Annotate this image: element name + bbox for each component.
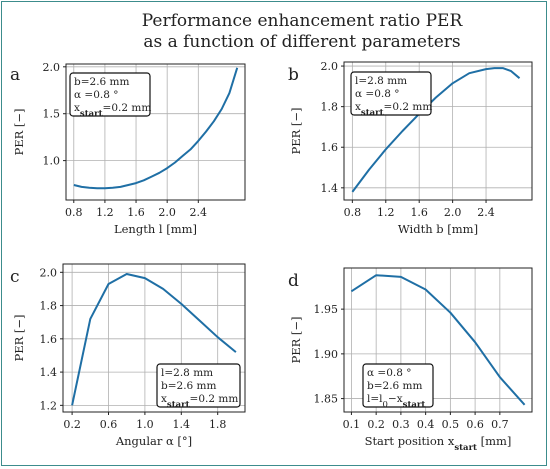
x-tick-label: 0.3 xyxy=(392,418,410,431)
x-tick-label: 0.2 xyxy=(367,418,385,431)
y-tick-label: 1.95 xyxy=(314,303,339,316)
axes-frame xyxy=(343,61,533,201)
x-tick-label: 1.8 xyxy=(209,418,227,431)
annotation-line: b=2.6 mm xyxy=(367,380,423,392)
annotation-box xyxy=(156,363,241,408)
parameter-annotation: b=2.6 mmα =0.8 °xstart=0.2 mm xyxy=(69,72,151,119)
annotation-line: b=2.6 mm xyxy=(161,380,217,392)
x-tick-label: 0.6 xyxy=(100,418,118,431)
y-tick-label: 1.8 xyxy=(321,101,339,114)
x-tick-label: 1.2 xyxy=(377,206,395,219)
y-tick-label: 2.0 xyxy=(40,266,58,279)
x-tick-label: 1.2 xyxy=(96,206,114,219)
y-axis-label: PER [−] xyxy=(12,314,26,361)
y-tick-label: 1.85 xyxy=(314,393,339,406)
x-tick-label: 1.0 xyxy=(136,418,154,431)
y-tick-label: 2.0 xyxy=(321,60,339,73)
x-tick-label: 1.6 xyxy=(410,206,428,219)
y-tick-label: 1.6 xyxy=(40,333,58,346)
panel-letter: c xyxy=(10,267,20,287)
panel-letter: d xyxy=(288,271,299,291)
x-tick-label: 2.4 xyxy=(190,206,208,219)
y-tick-label: 1.90 xyxy=(314,348,339,361)
annotation-line: l=2.8 mm xyxy=(161,367,213,379)
y-axis-label: PER [−] xyxy=(12,108,26,155)
annotation-line: α =0.8 ° xyxy=(74,89,119,101)
parameter-annotation: α =0.8 °b=2.6 mml=l0−xstart xyxy=(362,363,434,410)
x-axis-label: Length l [mm] xyxy=(114,222,197,236)
x-tick-label: 0.7 xyxy=(491,418,509,431)
y-tick-label: 2.0 xyxy=(43,61,61,74)
x-tick-label: 0.1 xyxy=(343,418,361,431)
y-axis-label: PER [−] xyxy=(289,107,303,154)
x-tick-label: 0.8 xyxy=(344,206,362,219)
x-tick-label: 1.6 xyxy=(127,206,145,219)
y-tick-label: 1.6 xyxy=(321,141,339,154)
panel-letter: a xyxy=(10,65,20,85)
annotation-line: α =0.8 ° xyxy=(355,88,400,100)
axes-frame xyxy=(65,63,246,201)
parameter-annotation: l=2.8 mmα =0.8 °xstart=0.2 mm xyxy=(350,71,432,118)
y-axis-label: PER [−] xyxy=(289,316,303,363)
annotation-line: xstart=0.2 mm xyxy=(161,393,238,410)
series-line xyxy=(71,273,237,406)
x-axis-label: Angular α [°] xyxy=(115,434,192,448)
y-tick-label: 1.2 xyxy=(40,399,58,412)
x-tick-label: 0.5 xyxy=(442,418,460,431)
panel-c: c 0.2 0.6 1.0 1.4 1.8 1.2 1.4 1.6 1.8 2.0 Angular α… xyxy=(10,263,246,448)
annotation-box xyxy=(362,363,434,408)
panel-letter: b xyxy=(288,65,299,85)
x-tick-label: 0.2 xyxy=(63,418,81,431)
annotation-line: l=l0−xstart xyxy=(367,393,425,410)
panel-a: a 0.8 1.2 1.6 2.0 2.4 1.0 1.5 2.0 Length l [mm] PE… xyxy=(10,61,246,236)
x-tick-label: 0.6 xyxy=(466,418,484,431)
x-tick-label: 2.4 xyxy=(477,206,495,219)
panel-d: d 0.1 0.2 0.3 0.4 0.5 0.6 0.7 1.85 1.90 1.95 Start … xyxy=(288,267,533,453)
annotation-box xyxy=(350,71,432,116)
y-tick-label: 1.4 xyxy=(40,366,58,379)
panel-b: b 0.8 1.2 1.6 2.0 2.4 1.4 1.6 1.8 2.0 Width b [mm]… xyxy=(288,60,533,236)
axes-frame xyxy=(343,267,533,413)
axes-frame xyxy=(62,263,246,413)
y-tick-label: 1.5 xyxy=(43,108,61,121)
series-line xyxy=(73,67,239,190)
x-tick-label: 2.0 xyxy=(158,206,176,219)
figure-title-line1: Performance enhancement ratio PER xyxy=(142,11,464,31)
y-tick-label: 1.4 xyxy=(321,182,339,195)
annotation-line: b=2.6 mm xyxy=(74,76,130,88)
annotation-line: xstart=0.2 mm xyxy=(355,101,432,118)
figure-title-line2: as a function of different parameters xyxy=(143,32,460,52)
x-tick-label: 0.8 xyxy=(65,206,83,219)
annotation-line: l=2.8 mm xyxy=(355,75,407,87)
y-tick-label: 1.8 xyxy=(40,300,58,313)
annotation-line: α =0.8 ° xyxy=(367,367,412,379)
x-axis-label: Width b [mm] xyxy=(398,222,478,236)
x-tick-label: 2.0 xyxy=(444,206,462,219)
series-line xyxy=(350,274,526,406)
x-axis-label: Start position xstart [mm] xyxy=(365,434,512,453)
y-tick-label: 1.0 xyxy=(43,155,61,168)
annotation-box xyxy=(69,72,151,117)
annotation-line: xstart=0.2 mm xyxy=(74,102,151,119)
series-line xyxy=(351,67,521,193)
x-tick-label: 0.4 xyxy=(417,418,435,431)
x-tick-label: 1.4 xyxy=(173,418,191,431)
